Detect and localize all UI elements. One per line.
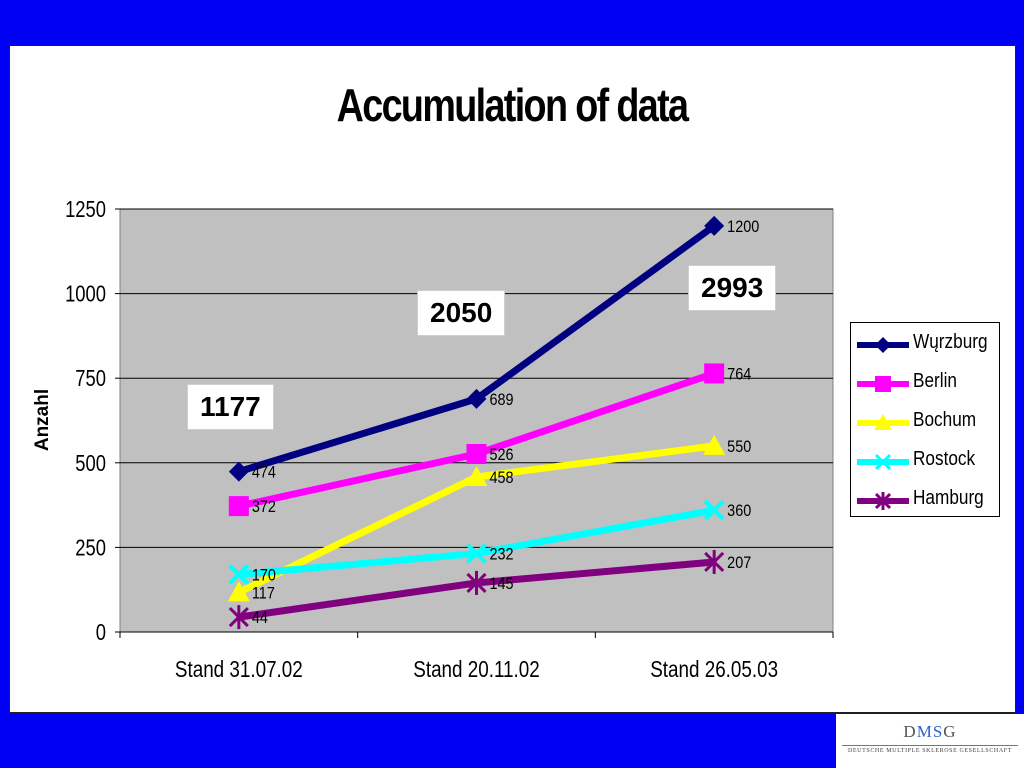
- data-label: 170: [252, 566, 276, 584]
- dmsg-logo: DMSG DEUTSCHE MULTIPLE SKLEROSE GESELLSC…: [836, 714, 1024, 768]
- total-box-2: 2050: [417, 290, 506, 336]
- legend-label: Wųrzburg: [913, 331, 988, 353]
- y-tick-label: 1000: [65, 282, 106, 307]
- legend-item: Rostock: [857, 446, 997, 476]
- y-tick-label: 1250: [65, 197, 106, 222]
- legend-marker: [875, 376, 891, 392]
- legend-label: Rostock: [913, 448, 976, 470]
- data-label: 360: [727, 502, 751, 520]
- data-point-bochum: [227, 581, 250, 602]
- data-point-bochum: [703, 434, 726, 455]
- x-tick-label: Stand 31.07.02: [175, 657, 303, 682]
- logo-letter-g: G: [943, 722, 957, 741]
- data-point-hamburg: [466, 570, 487, 595]
- total-box-1: 1177: [187, 384, 274, 430]
- y-tick-label: 250: [75, 536, 106, 561]
- data-point-berlin: [466, 444, 487, 465]
- data-point-berlin: [704, 363, 725, 384]
- legend-item: Wųrzburg: [857, 329, 997, 359]
- data-point-rostock: [703, 499, 725, 521]
- chart-title: Accumulation of data: [336, 79, 689, 131]
- y-tick-label: 500: [75, 451, 106, 476]
- data-point-hamburg: [228, 605, 249, 630]
- legend-label: Bochum: [913, 409, 977, 431]
- x-tick-label: Stand 20.11.02: [413, 657, 539, 682]
- logo-rule: [842, 745, 1018, 746]
- data-label: 1200: [727, 218, 759, 236]
- data-point-rostock: [228, 564, 250, 585]
- data-point-rostock: [466, 543, 487, 564]
- data-label: 689: [490, 391, 514, 409]
- data-label: 117: [252, 584, 275, 602]
- data-point-bochum: [465, 466, 488, 487]
- data-point-wųrzburg: [704, 215, 725, 236]
- data-label: 145: [490, 575, 514, 593]
- total-box-3: 2993: [688, 265, 777, 311]
- legend-item: Hamburg: [857, 485, 997, 515]
- legend-marker: [875, 337, 891, 353]
- legend-item: Berlin: [857, 368, 997, 398]
- data-label: 372: [252, 498, 276, 516]
- data-label: 550: [727, 438, 751, 456]
- logo-mark: DMSG: [836, 722, 1024, 742]
- data-point-wųrzburg: [466, 388, 487, 409]
- legend-swatch: [857, 414, 909, 430]
- x-tick-label: Stand 26.05.03: [650, 657, 778, 682]
- logo-letter-d: D: [903, 722, 917, 741]
- data-label: 458: [490, 469, 514, 487]
- data-label: 207: [727, 554, 751, 572]
- legend-item: Bochum: [857, 407, 997, 437]
- logo-subtitle: DEUTSCHE MULTIPLE SKLEROSE GESELLSCHAFT: [847, 748, 1013, 754]
- legend-marker: [874, 414, 892, 430]
- legend-swatch: [857, 492, 909, 510]
- legend-swatch: [857, 376, 909, 392]
- data-label: 764: [727, 365, 751, 383]
- y-tick-label: 0: [96, 620, 106, 645]
- logo-letters-ms: MS: [916, 722, 944, 741]
- legend-label: Hamburg: [913, 487, 984, 509]
- data-point-hamburg: [704, 549, 725, 574]
- y-axis-label: Anzahl: [32, 389, 53, 451]
- data-point-wųrzburg: [228, 461, 249, 482]
- legend-label: Berlin: [913, 370, 957, 392]
- chart-legend: Wųrzburg Berlin Bochum Rostock Hamburg: [850, 322, 1000, 517]
- legend-marker: [874, 453, 892, 471]
- data-label: 44: [252, 609, 268, 627]
- data-label: 526: [490, 446, 514, 464]
- data-label: 474: [252, 464, 276, 482]
- data-point-berlin: [228, 496, 249, 517]
- legend-swatch: [857, 453, 909, 471]
- data-label: 232: [490, 545, 514, 563]
- legend-marker: [874, 492, 892, 510]
- y-tick-label: 750: [75, 366, 106, 391]
- legend-swatch: [857, 337, 909, 353]
